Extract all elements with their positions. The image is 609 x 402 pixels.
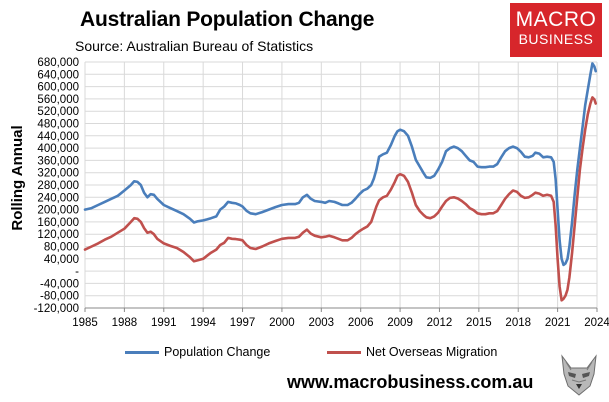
series-line-population-change	[83, 62, 597, 267]
y-tick-label: -80,000	[40, 291, 79, 303]
x-tick-label: 1991	[151, 317, 177, 329]
website-url[interactable]: www.macrobusiness.com.au	[287, 372, 534, 392]
y-tick-label: 160,000	[37, 217, 79, 229]
line-chart: -120,000-80,000-40,000-40,00080,000120,0…	[9, 57, 609, 329]
x-tick-label: 1988	[112, 317, 138, 329]
legend-item-net-overseas-migration: Net Overseas Migration	[327, 345, 497, 359]
y-tick-label: 520,000	[37, 106, 79, 118]
y-tick-label: 80,000	[44, 242, 79, 254]
legend-swatch-population-change	[125, 350, 159, 354]
y-tick-label: -	[75, 266, 79, 278]
legend-swatch-net-overseas-migration	[327, 350, 361, 354]
x-tick-label: 2000	[269, 317, 295, 329]
x-tick-label: 1994	[190, 317, 216, 329]
macrobusiness-logo[interactable]: MACRO BUSINESS	[510, 3, 602, 57]
x-tick-label: 1985	[72, 317, 98, 329]
x-tick-label: 2018	[505, 317, 531, 329]
legend-label-net-overseas-migration: Net Overseas Migration	[366, 345, 498, 359]
y-tick-label: 440,000	[37, 131, 79, 143]
series-line-net-overseas-migration	[83, 96, 597, 302]
y-tick-label: 360,000	[37, 155, 79, 167]
x-tick-label: 2021	[545, 317, 571, 329]
y-tick-label: 120,000	[37, 229, 79, 241]
logo-line-1: MACRO	[515, 8, 597, 31]
y-tick-label: -40,000	[40, 278, 79, 290]
y-tick-label: 320,000	[37, 168, 79, 180]
x-tick-label: 1997	[230, 317, 256, 329]
y-tick-label: 680,000	[37, 57, 79, 69]
y-tick-label: 640,000	[37, 69, 79, 81]
legend-label-population-change: Population Change	[164, 345, 271, 359]
x-tick-label: 2009	[387, 317, 413, 329]
y-axis: -120,000-80,000-40,000-40,00080,000120,0…	[34, 57, 80, 315]
legend-item-population-change: Population Change	[125, 345, 270, 359]
y-tick-label: 280,000	[37, 180, 79, 192]
x-axis: 1985 1988 1991 1994 1997 2000 2003 2006 2009 2012…	[72, 307, 609, 329]
wolf-logo-icon	[556, 352, 602, 398]
logo-line-2: BUSINESS	[518, 31, 594, 47]
grid-lines	[84, 61, 598, 309]
y-tick-label: -120,000	[34, 303, 79, 315]
y-axis-label: Rolling Annual	[9, 125, 26, 230]
y-tick-label: 40,000	[44, 254, 79, 266]
y-tick-label: 480,000	[37, 119, 79, 131]
legend: Population Change Net Overseas Migration	[0, 345, 609, 365]
x-tick-label: 2012	[427, 317, 453, 329]
y-tick-label: 400,000	[37, 143, 79, 155]
x-tick-label: 2024	[584, 317, 609, 329]
x-tick-label: 2006	[348, 317, 374, 329]
x-tick-label: 2015	[466, 317, 492, 329]
y-tick-label: 240,000	[37, 192, 79, 204]
y-tick-label: 560,000	[37, 94, 79, 106]
chart-source: Source: Australian Bureau of Statistics	[75, 38, 314, 54]
chart-title: Australian Population Change	[80, 8, 375, 31]
y-tick-label: 600,000	[37, 82, 79, 94]
y-tick-label: 200,000	[37, 205, 79, 217]
x-tick-label: 2003	[309, 317, 335, 329]
series-lines	[83, 62, 597, 302]
